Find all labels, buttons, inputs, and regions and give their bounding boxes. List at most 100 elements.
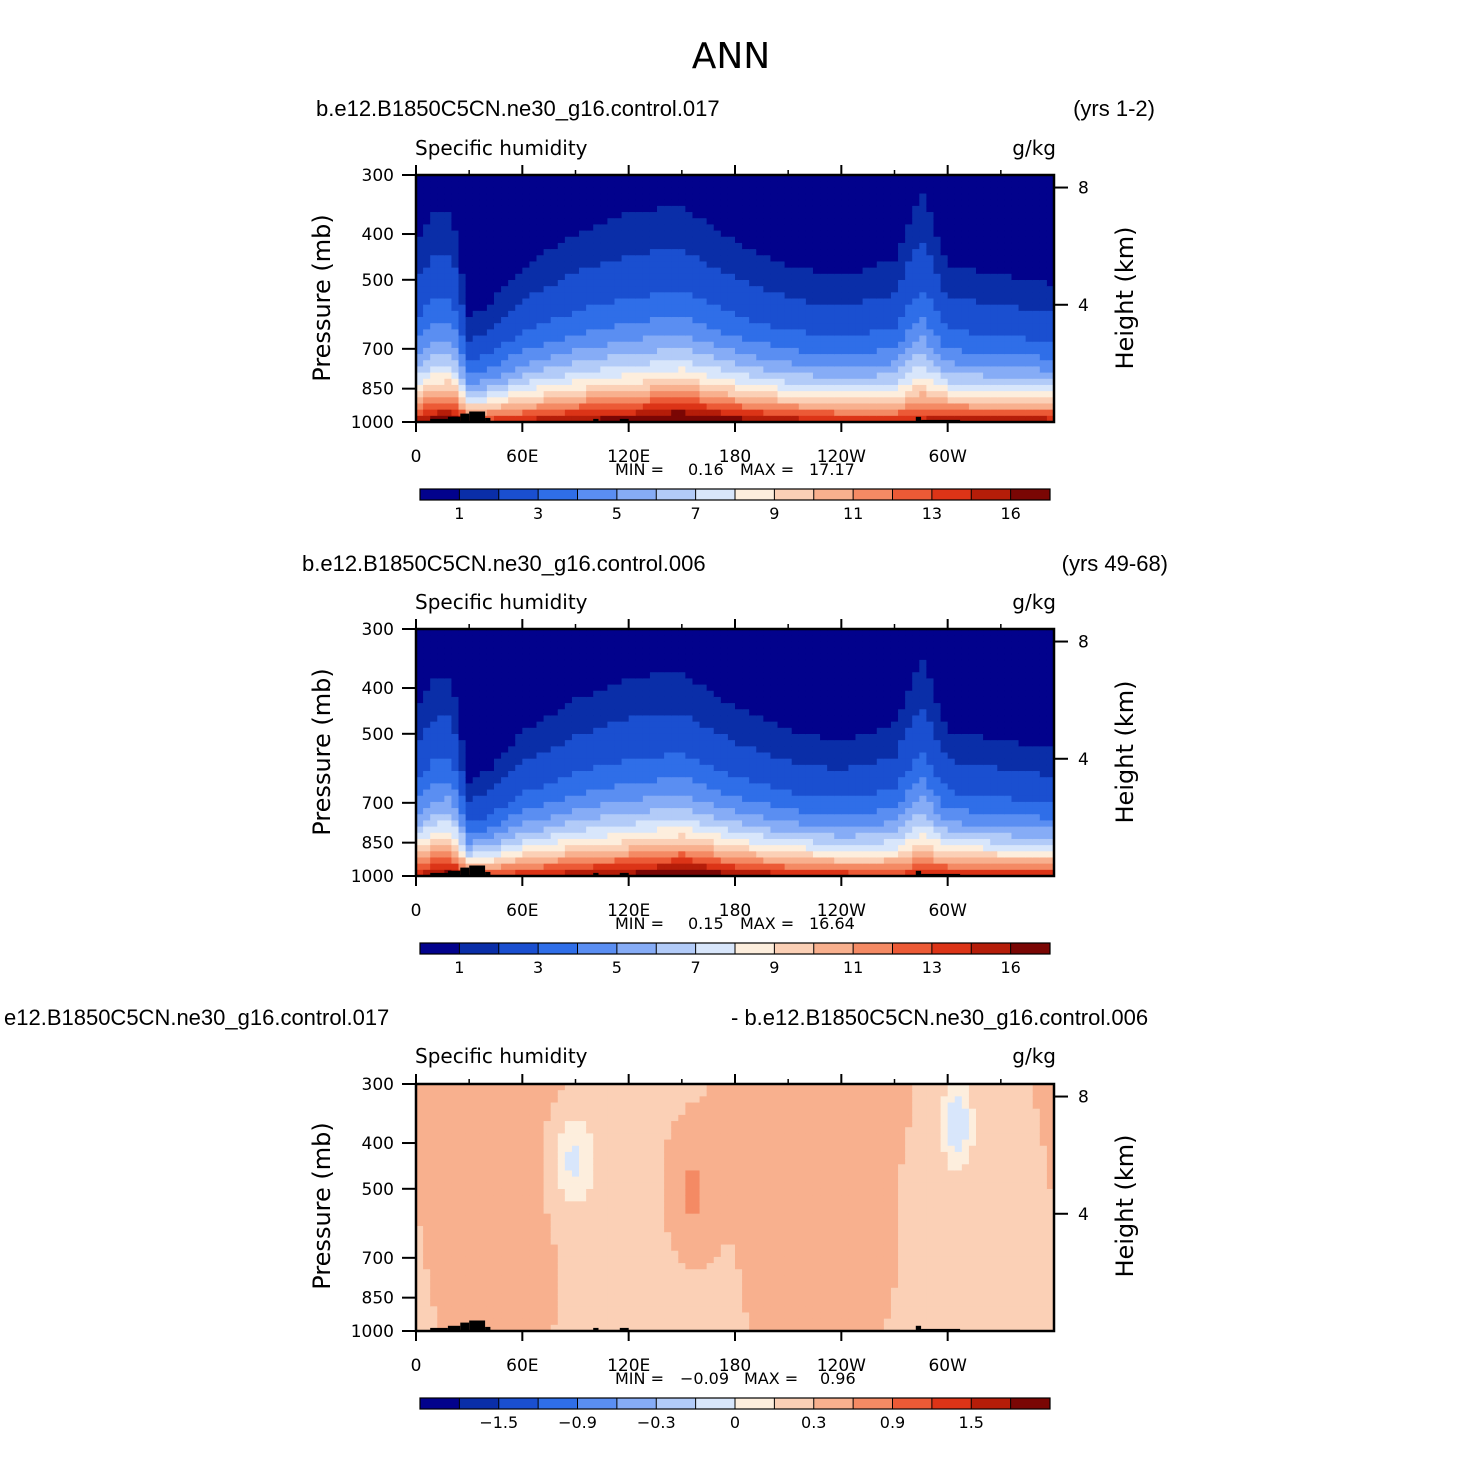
field-cell [926,391,935,398]
field-cell [727,230,736,238]
field-cell [1025,354,1034,361]
field-cell [1025,261,1034,269]
field-cell [919,397,927,405]
field-cell [423,678,431,686]
field-cell [742,397,750,405]
field-cell [593,653,601,661]
field-cell [706,415,715,423]
field-cell [919,205,927,213]
field-cell [416,629,424,636]
field-cell [430,832,438,840]
field-cell [791,310,800,318]
field-cell [536,304,545,312]
field-cell [501,199,509,207]
field-cell [706,354,715,361]
field-cell [834,187,842,195]
field-cell [841,279,850,287]
field-cell [1032,341,1041,349]
field-cell [493,721,502,729]
field-cell [621,845,630,852]
field-cell [649,366,658,374]
field-cell [812,372,821,380]
field-cell [515,199,523,207]
field-cell [642,354,651,361]
field-cell [430,242,438,250]
field-cell [593,777,601,784]
field-cell [493,317,502,324]
field-cell [614,826,623,834]
field-cell [798,391,807,398]
field-cell [763,347,772,355]
field-cell [444,789,453,797]
field-cell [961,354,970,361]
field-cell [820,298,828,306]
field-cell [749,384,757,392]
field-cell [586,323,594,330]
field-cell [543,175,552,182]
panel-1-case: b.e12.B1850C5CN.ne30_g16.control.017 [316,96,720,121]
field-cell [855,304,864,312]
field-cell [607,255,616,263]
field-cell [735,347,743,355]
field-cell [1025,360,1034,368]
field-cell [465,709,474,717]
field-cell [933,187,942,195]
field-cell [416,777,424,784]
field-cell [564,696,573,704]
field-cell [430,366,438,374]
field-cell [515,286,523,293]
field-cell [876,249,885,256]
field-cell [536,647,545,655]
field-cell [451,733,460,741]
field-cell [862,255,871,263]
field-cell [444,733,453,741]
field-cell [493,242,502,250]
field-cell [685,212,694,219]
field-cell [1004,354,1013,361]
field-cell [905,304,913,312]
field-cell [543,721,552,729]
colorbar-box [892,489,933,500]
field-cell [564,715,573,723]
field-cell [423,205,431,213]
field-cell [522,409,531,417]
field-cell [890,205,899,213]
field-cell [564,378,573,386]
field-cell [444,783,453,791]
field-cell [444,838,453,846]
field-cell [742,415,750,423]
field-cell [564,415,573,423]
field-cell [770,193,779,201]
field-cell [472,629,481,636]
field-cell [940,354,949,361]
field-cell [479,199,488,207]
field-cell [735,224,743,232]
field-cell [416,199,424,207]
field-cell [1046,409,1055,417]
field-cell [486,838,495,846]
field-cell [479,851,488,859]
field-cell [1004,193,1013,201]
field-cell [451,323,460,330]
field-cell [876,409,885,417]
field-cell [919,187,927,195]
field-cell [954,193,963,201]
field-cell [919,267,927,275]
field-cell [508,851,516,859]
field-cell [841,286,850,293]
field-cell [416,635,424,642]
field-cell [898,347,906,355]
field-cell [735,335,743,343]
field-cell [635,764,644,772]
field-cell [827,236,835,244]
field-cell [579,187,587,195]
field-cell [571,360,580,368]
field-cell [472,391,481,398]
field-cell [515,758,523,766]
field-cell [727,347,736,355]
field-cell [444,236,453,244]
field-cell [479,678,488,686]
field-cell [635,236,644,244]
x-tick-label: 0 [411,447,422,467]
field-cell [720,249,729,256]
